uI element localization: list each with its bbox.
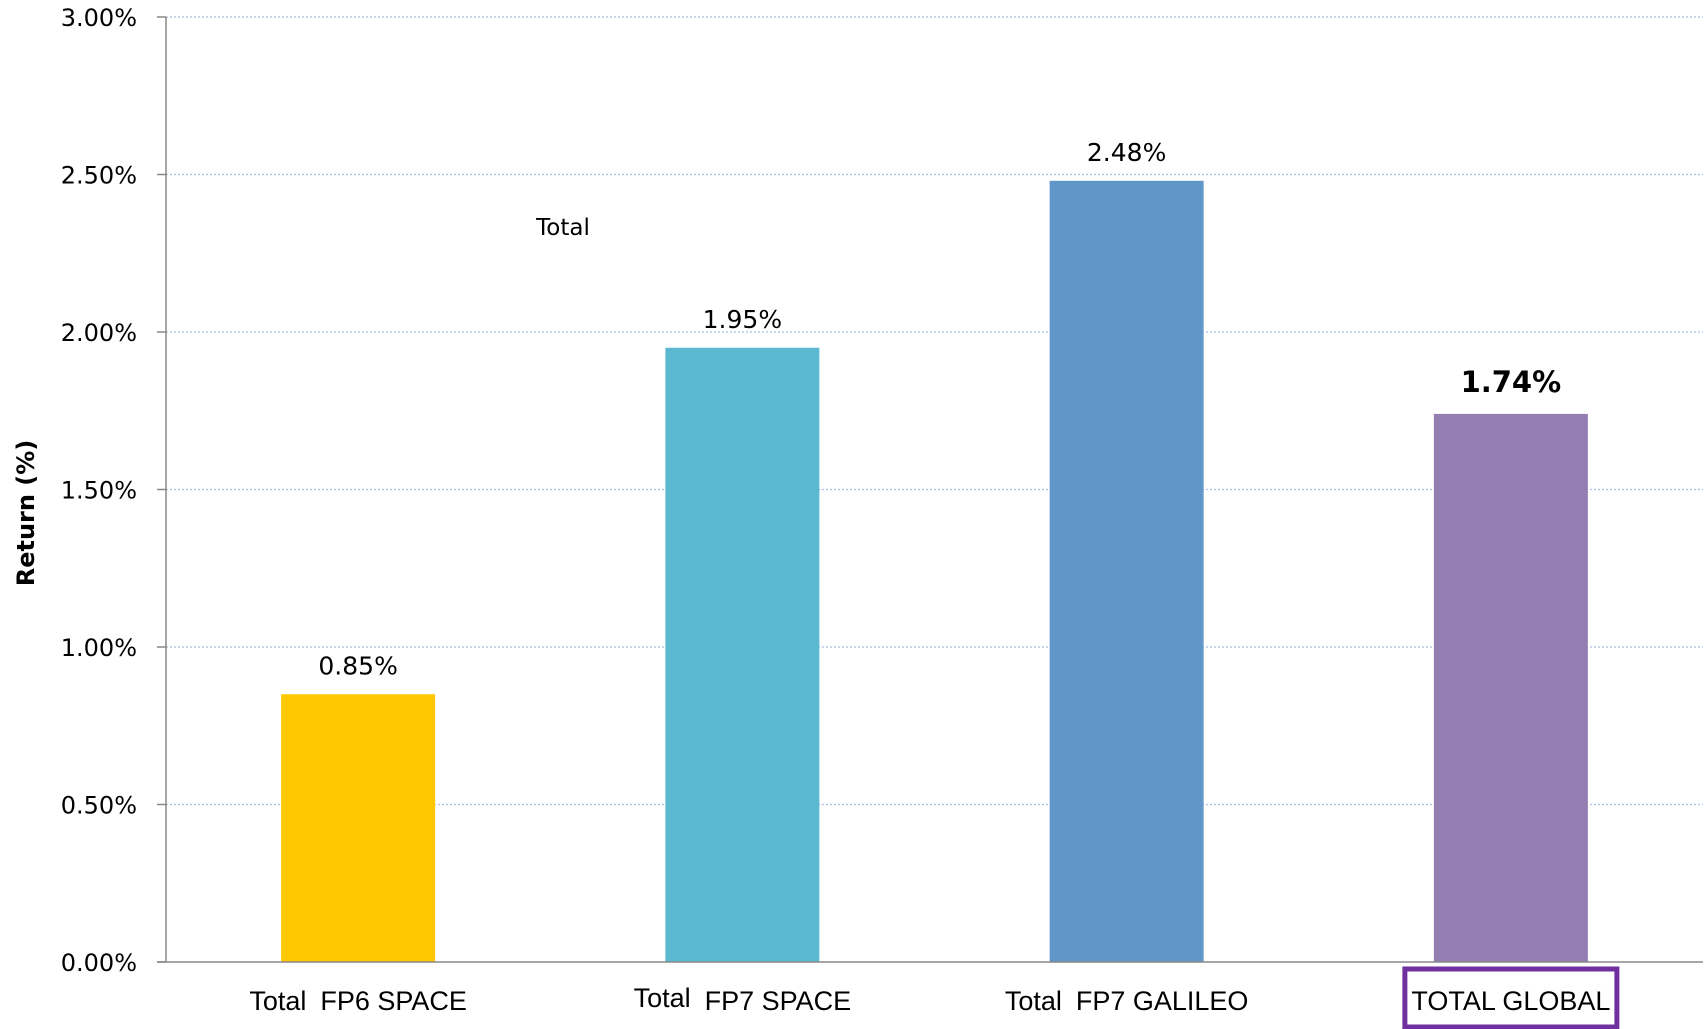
category-label: Total FP7 GALILEO (1005, 986, 1249, 1016)
y-axis-label: Return (%) (12, 440, 40, 587)
category-name: FP7 GALILEO (1076, 986, 1249, 1016)
y-tick-labels: 0.00% 0.50% 1.00% 1.50% 2.00% 2.50% 3.00% (61, 4, 137, 977)
y-tick-label: 0.00% (61, 949, 137, 977)
category-prefix: Total (1005, 986, 1062, 1016)
y-tick-label: 1.00% (61, 634, 137, 662)
category-label: TOTAL GLOBAL (1411, 986, 1610, 1016)
data-label: 1.95% (703, 305, 782, 334)
category-prefix: Total (249, 986, 306, 1016)
category-prefix: Total (634, 983, 691, 1013)
y-tick-label: 2.00% (61, 319, 137, 347)
bar (665, 347, 820, 962)
data-labels: 0.85% 1.95% 2.48% 1.74% (318, 138, 1561, 680)
data-label: 0.85% (318, 651, 397, 680)
category-label: Total FP7 SPACE (634, 983, 852, 1016)
bar (1049, 180, 1204, 963)
category-name: FP7 SPACE (705, 986, 852, 1016)
category-name: FP6 SPACE (320, 986, 467, 1016)
category-labels: Total FP6 SPACE Total FP7 SPACE Total FP7 GAL… (249, 966, 1620, 1029)
y-tick-label: 1.50% (61, 477, 137, 505)
axes (157, 16, 1703, 963)
annotation-total: Total (535, 215, 590, 241)
data-label: 1.74% (1461, 365, 1562, 399)
bar (281, 694, 436, 962)
category-label: Total FP6 SPACE (249, 986, 467, 1016)
y-tick-label: 3.00% (61, 4, 137, 32)
y-tick-label: 2.50% (61, 162, 137, 190)
y-tick-label: 0.50% (61, 792, 137, 820)
bars (281, 180, 1588, 963)
highlight-box (1402, 966, 1620, 1029)
data-label: 2.48% (1087, 138, 1166, 167)
bar (1433, 413, 1588, 962)
